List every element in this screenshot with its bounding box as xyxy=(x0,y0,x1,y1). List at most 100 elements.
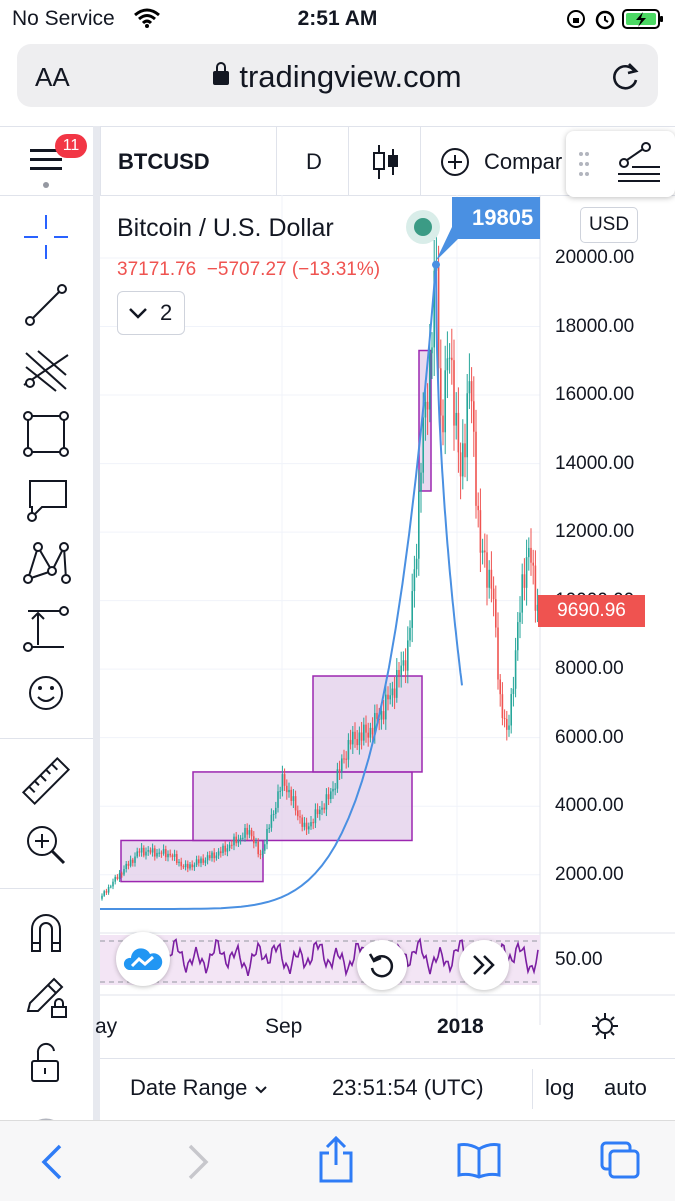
candle xyxy=(477,492,479,528)
tradingview-logo-button[interactable] xyxy=(116,932,170,986)
alarm-icon xyxy=(595,10,615,30)
reload-icon[interactable] xyxy=(611,60,641,92)
candle xyxy=(402,651,405,672)
candle xyxy=(506,710,508,741)
candle xyxy=(134,852,136,867)
candle xyxy=(464,423,466,478)
candle xyxy=(426,383,429,435)
zoom-in-icon[interactable] xyxy=(20,819,72,871)
candle xyxy=(407,626,409,684)
candle xyxy=(145,847,147,860)
candle xyxy=(367,722,369,747)
log-scale-toggle[interactable]: log xyxy=(545,1075,575,1100)
symbol-button[interactable]: BTCUSD xyxy=(118,149,210,174)
indicators-toggle[interactable]: 2 xyxy=(117,291,185,335)
toolbox-scroll-gutter[interactable] xyxy=(93,126,100,1120)
candle xyxy=(442,399,444,446)
candles-icon[interactable] xyxy=(371,143,401,181)
candle xyxy=(404,648,407,684)
candle xyxy=(517,612,519,661)
toolbox-divider xyxy=(0,738,93,739)
candle xyxy=(459,442,462,500)
rectangle-tool-icon[interactable] xyxy=(20,408,72,460)
share-icon[interactable] xyxy=(316,1135,356,1183)
candle xyxy=(336,762,339,793)
candle xyxy=(129,855,132,868)
candle xyxy=(393,676,396,710)
candle xyxy=(363,717,365,746)
interval-button[interactable]: D xyxy=(306,149,322,174)
unlock-icon[interactable] xyxy=(20,1037,72,1089)
candle xyxy=(136,847,138,859)
object-tree-icon[interactable] xyxy=(616,139,662,185)
object-tree-panel[interactable] xyxy=(566,131,675,197)
drag-handle-icon[interactable] xyxy=(578,151,590,177)
magnet-icon[interactable] xyxy=(20,907,72,959)
candle xyxy=(470,367,473,424)
menu-icon[interactable] xyxy=(28,145,68,189)
price-chart[interactable] xyxy=(100,195,675,1115)
address-bar[interactable]: AA tradingview.com xyxy=(17,44,658,107)
text-size-button[interactable]: AA xyxy=(35,62,70,92)
clock: 2:51 AM xyxy=(297,7,378,30)
reset-chart-button[interactable] xyxy=(357,940,407,990)
divider xyxy=(532,1069,533,1109)
chart-area[interactable]: Bitcoin / U.S. Dollar 37171.76 −5707.27 … xyxy=(95,195,675,1115)
time-tick: ay xyxy=(95,1015,118,1038)
smiley-icon[interactable] xyxy=(20,667,72,719)
settings-gear-icon[interactable] xyxy=(590,1011,620,1041)
candle xyxy=(314,803,317,828)
forward-icon[interactable] xyxy=(184,1143,212,1181)
bookmarks-icon[interactable] xyxy=(456,1141,502,1179)
price-tick: 6000.00 xyxy=(555,727,624,748)
candle xyxy=(332,781,334,799)
candle xyxy=(299,810,301,824)
currency-button[interactable]: USD xyxy=(580,207,638,243)
chart-title: Bitcoin / U.S. Dollar xyxy=(117,214,334,242)
candle xyxy=(217,848,220,860)
tabs-icon[interactable] xyxy=(598,1139,642,1181)
toolbox-divider xyxy=(0,888,93,889)
candle xyxy=(268,824,270,833)
price-range-icon[interactable] xyxy=(20,603,72,655)
candle xyxy=(321,800,323,816)
candle xyxy=(270,808,273,832)
candle xyxy=(446,331,449,399)
ruler-icon[interactable] xyxy=(20,755,72,807)
trend-line-icon[interactable] xyxy=(20,279,72,331)
callout-tool-icon[interactable] xyxy=(20,473,72,525)
candle xyxy=(382,700,385,725)
market-status-icon[interactable] xyxy=(405,209,441,245)
candle xyxy=(360,721,363,750)
candle xyxy=(453,339,455,451)
auto-scale-toggle[interactable]: auto xyxy=(604,1075,647,1100)
pattern-tool-icon[interactable] xyxy=(20,537,72,589)
candle xyxy=(123,865,125,877)
highlight-rectangle xyxy=(312,675,423,773)
crosshair-icon[interactable] xyxy=(20,211,72,263)
compare-button[interactable]: Compar xyxy=(484,149,563,174)
candle xyxy=(272,810,275,822)
candle xyxy=(451,328,453,385)
candle xyxy=(191,860,193,871)
price-tick: 20000.00 xyxy=(555,247,635,268)
scroll-to-realtime-button[interactable] xyxy=(459,940,509,990)
candle xyxy=(303,817,306,831)
candle xyxy=(266,824,268,850)
price-tick: 2000.00 xyxy=(555,864,624,885)
candle xyxy=(400,651,402,688)
candle xyxy=(259,849,262,860)
date-range-button[interactable]: Date Range xyxy=(130,1075,268,1101)
utc-clock[interactable]: 23:51:54 (UTC) xyxy=(332,1075,484,1100)
candle xyxy=(391,681,394,707)
last-price-label: 9690.96 xyxy=(538,595,645,627)
wifi-icon xyxy=(134,8,160,28)
candle xyxy=(349,729,352,750)
back-icon[interactable] xyxy=(38,1143,66,1181)
fib-tools-icon[interactable] xyxy=(20,345,72,397)
ohlc-change-line: 37171.76 −5707.27 (−13.31%) xyxy=(117,259,381,280)
compare-plus-icon[interactable] xyxy=(440,147,470,177)
candle xyxy=(365,715,367,743)
lock-drawings-pencil-icon[interactable] xyxy=(20,971,72,1023)
candle xyxy=(297,805,299,821)
